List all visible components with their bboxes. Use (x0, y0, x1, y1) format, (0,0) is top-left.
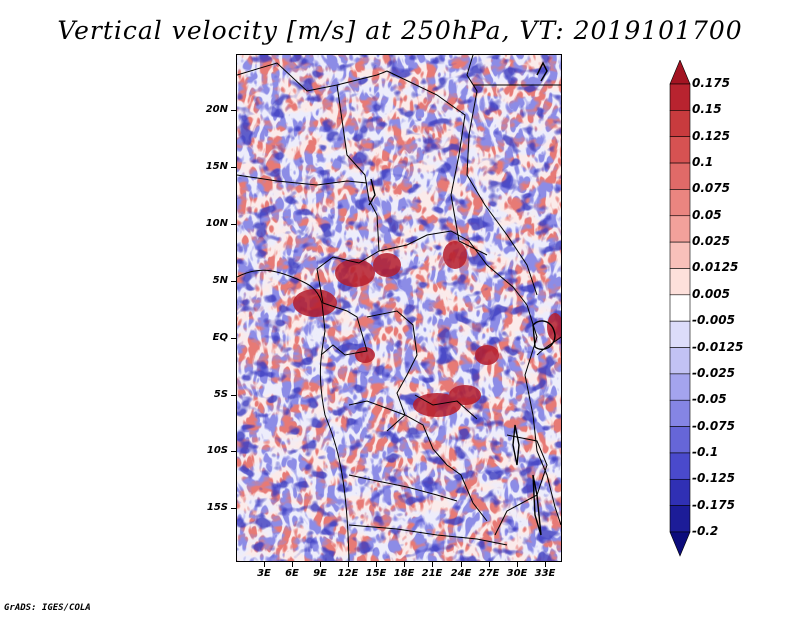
lon-tick (404, 562, 405, 567)
colorbar-bin (669, 110, 691, 138)
colorbar (669, 60, 691, 557)
colorbar-label: 0.1 (692, 155, 714, 170)
lat-tick (231, 395, 236, 396)
lat-label-5n: 5N (212, 275, 228, 286)
lat-tick (231, 110, 236, 111)
colorbar-label: -0.0125 (692, 339, 744, 354)
lat-tick (231, 224, 236, 225)
lat-tick (231, 338, 236, 339)
lon-label-21e: 21E (421, 568, 443, 579)
colorbar-label: 0.0125 (692, 260, 739, 275)
lon-label-3e: 3E (257, 568, 271, 579)
colorbar-label: -0.075 (692, 418, 735, 433)
lat-label-10n: 10N (205, 218, 228, 229)
velocity-field-map (237, 55, 561, 561)
lat-label-20n: 20N (205, 104, 228, 115)
lon-label-9e: 9E (313, 568, 327, 579)
colorbar-bin (669, 241, 691, 269)
lat-label-eq: EQ (212, 332, 228, 343)
grads-credit: GrADS: IGES/COLA (4, 603, 91, 613)
lon-tick (545, 562, 546, 567)
colorbar-label: 0.175 (692, 76, 730, 90)
country-borders (237, 55, 561, 561)
colorbar-bin (669, 452, 691, 480)
lake-outlines (368, 61, 556, 536)
lon-tick (432, 562, 433, 567)
lon-tick (348, 562, 349, 567)
colorbar-bin (669, 268, 691, 296)
lon-label-18e: 18E (393, 568, 415, 579)
colorbar-bin (669, 162, 691, 190)
colorbar-label: -0.1 (692, 444, 719, 459)
colorbar-label: 0.025 (692, 234, 730, 249)
colorbar-label: 0.125 (692, 128, 730, 143)
colorbar-bin (669, 478, 691, 506)
lon-label-27e: 27E (478, 568, 500, 579)
colorbar-bin (669, 83, 691, 111)
colorbar-label: -0.005 (692, 313, 735, 328)
lon-label-30e: 30E (506, 568, 528, 579)
colorbar-bin (669, 215, 691, 243)
strong-ascent-cells (293, 241, 561, 417)
lat-label-15n: 15N (205, 161, 228, 172)
lon-tick (320, 562, 321, 567)
colorbar-bin (669, 373, 691, 401)
lat-tick (231, 281, 236, 282)
colorbar-label: 0.05 (692, 207, 722, 222)
lat-tick (231, 451, 236, 452)
colorbar-label: -0.125 (692, 471, 735, 486)
colorbar-label: 0.005 (692, 286, 730, 301)
colorbar-label: 0.075 (692, 181, 730, 196)
field-downdraft-pattern (237, 55, 561, 561)
lat-label-5s: 5S (213, 389, 228, 400)
colorbar-bin (669, 320, 691, 348)
lon-label-15e: 15E (365, 568, 387, 579)
colorbar-bin (669, 505, 691, 533)
colorbar-bin (669, 136, 691, 164)
lat-tick (231, 167, 236, 168)
colorbar-label: -0.175 (692, 497, 735, 512)
lon-label-33e: 33E (534, 568, 556, 579)
map-title: Vertical velocity [m/s] at 250hPa, VT: 2… (57, 16, 743, 45)
colorbar-bin (669, 426, 691, 454)
colorbar-label: 0.15 (692, 102, 722, 117)
lat-label-15s: 15S (206, 502, 228, 513)
colorbar-bottom-arrow (669, 531, 691, 557)
lon-tick (376, 562, 377, 567)
map-plot-area (236, 54, 562, 562)
colorbar-top-arrow (669, 60, 691, 85)
lon-tick (489, 562, 490, 567)
colorbar-label: -0.05 (692, 392, 727, 407)
colorbar-label: -0.2 (692, 524, 719, 538)
lon-label-6e: 6E (285, 568, 299, 579)
colorbar-bin (669, 294, 691, 322)
lon-label-12e: 12E (337, 568, 359, 579)
lon-tick (264, 562, 265, 567)
lon-tick (292, 562, 293, 567)
lon-label-24e: 24E (450, 568, 472, 579)
lon-tick (517, 562, 518, 567)
colorbar-bin (669, 347, 691, 375)
lat-label-10s: 10S (206, 445, 228, 456)
colorbar-bin (669, 189, 691, 217)
colorbar-label: -0.025 (692, 365, 735, 380)
colorbar-bin (669, 399, 691, 427)
lat-tick (231, 508, 236, 509)
lon-tick (461, 562, 462, 567)
